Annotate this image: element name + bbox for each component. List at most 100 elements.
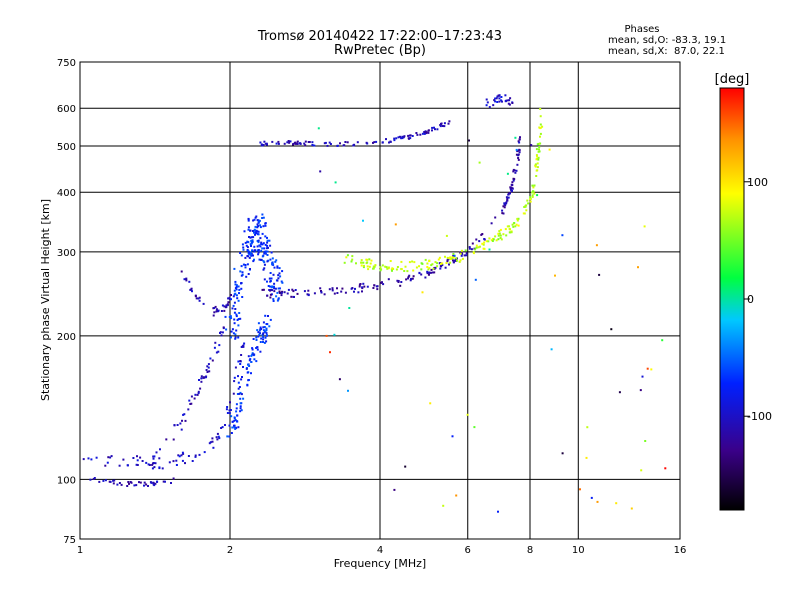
- colorbar: [719, 87, 745, 511]
- data-point: [202, 302, 205, 305]
- data-point: [265, 142, 268, 145]
- data-point: [260, 243, 263, 245]
- data-point: [265, 340, 268, 343]
- data-point: [250, 242, 253, 245]
- data-point: [399, 135, 401, 138]
- data-point: [229, 315, 232, 318]
- data-point: [280, 294, 283, 297]
- data-point: [304, 140, 307, 143]
- data-point: [239, 402, 242, 405]
- data-point: [220, 427, 223, 429]
- data-point: [400, 268, 403, 271]
- data-point: [393, 139, 396, 142]
- data-point: [127, 481, 130, 483]
- data-point: [264, 314, 267, 317]
- data-point: [516, 217, 519, 220]
- data-point: [247, 228, 250, 231]
- data-point: [430, 271, 432, 274]
- data-point: [258, 333, 261, 336]
- data-point: [366, 261, 369, 264]
- data-point: [258, 329, 261, 332]
- y-tick-label: 75: [63, 535, 76, 546]
- data-point: [516, 163, 519, 166]
- data-point: [242, 248, 245, 251]
- data-point: [227, 297, 230, 300]
- data-point: [254, 216, 257, 219]
- data-point: [233, 318, 236, 321]
- data-point: [494, 97, 497, 100]
- data-point: [250, 239, 253, 242]
- data-point: [299, 142, 302, 145]
- data-point: [517, 217, 520, 220]
- data-point: [141, 460, 144, 462]
- data-point: [418, 272, 421, 275]
- data-point: [262, 254, 265, 257]
- data-point: [363, 264, 365, 267]
- data-point: [218, 437, 221, 440]
- data-point: [505, 196, 508, 199]
- y-tick-label: 200: [57, 332, 76, 343]
- data-point: [198, 453, 201, 456]
- data-point: [441, 125, 444, 127]
- data-point: [165, 438, 168, 441]
- data-point: [472, 252, 475, 255]
- data-point: [241, 376, 243, 378]
- data-point: [281, 270, 284, 273]
- data-point: [407, 137, 410, 140]
- data-point: [221, 331, 224, 334]
- data-point: [271, 289, 273, 292]
- data-point: [239, 397, 242, 400]
- data-point: [196, 393, 199, 396]
- data-point: [183, 278, 186, 281]
- data-point: [516, 219, 519, 222]
- data-point: [233, 426, 236, 429]
- data-point: [456, 259, 459, 262]
- data-point: [465, 254, 468, 257]
- data-point: [152, 457, 155, 460]
- data-point: [511, 223, 514, 226]
- data-point: [259, 141, 262, 144]
- data-point: [253, 250, 256, 253]
- data-point: [485, 98, 488, 101]
- x-tick-label: 8: [527, 545, 533, 556]
- data-point: [339, 142, 341, 145]
- data-point: [232, 295, 235, 298]
- data-point: [421, 291, 424, 294]
- data-point: [198, 299, 201, 302]
- data-point: [355, 262, 357, 265]
- data-point: [230, 432, 233, 434]
- data-point: [211, 437, 214, 440]
- data-point: [257, 251, 260, 254]
- data-point: [509, 231, 512, 234]
- data-point: [535, 169, 538, 172]
- data-point: [276, 265, 279, 268]
- data-point: [381, 141, 384, 144]
- data-point: [262, 336, 265, 339]
- data-point: [262, 326, 265, 329]
- data-point: [248, 365, 251, 367]
- data-point: [234, 280, 237, 283]
- data-point: [475, 238, 478, 241]
- data-point: [490, 222, 493, 225]
- data-point: [385, 266, 388, 269]
- data-point: [266, 280, 268, 283]
- data-point: [329, 351, 331, 354]
- data-point: [226, 412, 229, 414]
- data-point: [458, 260, 461, 263]
- data-point: [333, 292, 336, 295]
- data-point: [136, 464, 139, 466]
- data-point: [206, 365, 209, 368]
- data-point: [252, 230, 254, 232]
- data-point: [437, 258, 440, 261]
- data-point: [262, 268, 265, 271]
- data-point: [224, 306, 227, 309]
- data-point: [425, 131, 428, 134]
- data-point: [459, 259, 462, 262]
- data-point: [495, 239, 498, 242]
- data-point: [276, 279, 279, 282]
- data-point: [539, 115, 542, 118]
- data-point: [618, 391, 621, 394]
- data-point: [220, 310, 223, 312]
- data-point: [233, 417, 236, 420]
- data-point: [529, 196, 532, 199]
